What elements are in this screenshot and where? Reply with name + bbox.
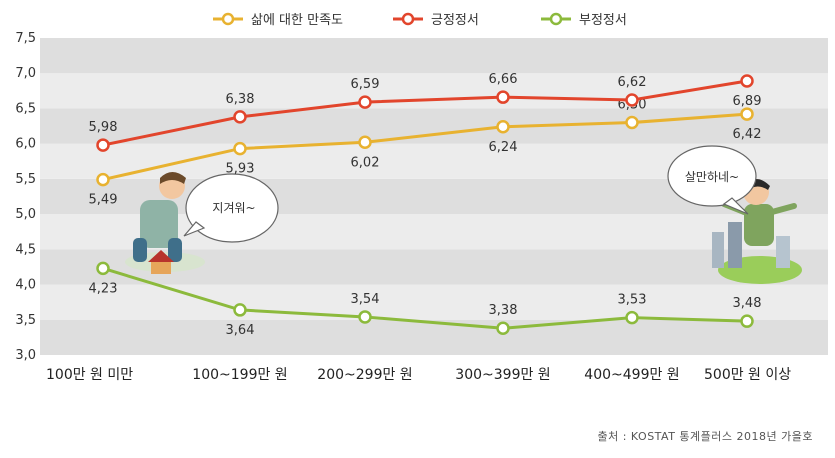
x-tick-label: 200~299만 원 [317, 367, 412, 383]
y-tick-label: 6,5 [15, 101, 36, 116]
happy-man-illustration [712, 179, 802, 284]
legend: 삶에 대한 만족도 긍정정서 부정정서 [213, 12, 627, 28]
speech-text-right: 살만하네~ [685, 170, 739, 184]
legend-label: 긍정정서 [431, 13, 479, 28]
series-line [102, 79, 748, 147]
legend-marker [401, 12, 415, 26]
data-label: 6,89 [733, 94, 762, 109]
y-tick-label: 7,5 [15, 31, 36, 46]
data-label: 6,62 [618, 75, 647, 90]
data-label: 6,66 [489, 72, 518, 87]
data-label: 5,49 [89, 193, 118, 208]
speech-bubble-left: 지겨워~ [183, 173, 279, 243]
x-axis: 100만 원 미만 100~199만 원 200~299만 원 300~399만 원 4… [46, 367, 791, 383]
data-label: 5,98 [89, 120, 118, 135]
y-axis: 3,0 3,5 4,0 4,5 5,0 5,5 6,0 6,5 7,0 7,5 [15, 31, 36, 363]
grid-band [40, 73, 828, 109]
source-note: 출처 : KOSTAT 통계플러스 2018년 가을호 [597, 430, 813, 443]
data-point [96, 172, 110, 187]
x-tick-label: 300~399만 원 [455, 367, 550, 383]
data-point [233, 110, 247, 124]
data-point [358, 310, 372, 324]
data-point [233, 303, 247, 317]
sad-man-illustration [125, 172, 205, 274]
y-tick-label: 6,0 [15, 137, 36, 152]
data-label: 6,24 [489, 140, 518, 155]
data-point [96, 138, 110, 152]
data-point [625, 115, 639, 130]
grid-band [40, 284, 828, 320]
y-tick-label: 3,0 [15, 348, 36, 363]
series-layer: 5,495,936,026,246,306,425,986,386,596,66… [89, 72, 762, 338]
data-label: 6,02 [351, 155, 380, 170]
series-line [102, 112, 748, 182]
x-tick-label: 400~499만 원 [584, 367, 679, 383]
y-tick-label: 4,5 [15, 242, 36, 257]
data-point [496, 321, 510, 335]
data-label: 5,93 [226, 162, 255, 177]
data-label: 4,23 [89, 281, 118, 296]
legend-label: 삶에 대한 만족도 [251, 13, 343, 28]
legend-label: 부정정서 [579, 13, 627, 28]
data-label: 3,64 [226, 323, 255, 338]
y-tick-label: 7,0 [15, 66, 36, 81]
speech-bubble-right: 살만하네~ [667, 145, 757, 215]
data-point [358, 95, 372, 109]
data-label: 3,48 [733, 296, 762, 311]
data-point [740, 314, 754, 328]
y-tick-label: 5,5 [15, 172, 36, 187]
data-point [358, 135, 372, 150]
y-tick-label: 3,5 [15, 313, 36, 328]
data-point [496, 90, 510, 104]
x-tick-label: 100만 원 미만 [46, 367, 133, 383]
grid-band [40, 108, 828, 144]
x-tick-label: 500만 원 이상 [704, 367, 791, 383]
data-point [740, 107, 754, 121]
series-line [102, 266, 748, 330]
grid-band [40, 38, 828, 74]
legend-marker [221, 12, 235, 26]
y-tick-label: 5,0 [15, 207, 36, 222]
data-label: 6,42 [733, 127, 762, 142]
data-label: 3,54 [351, 292, 380, 307]
data-label: 6,59 [351, 77, 380, 92]
data-point [625, 93, 639, 107]
data-point [740, 74, 754, 88]
grid-band [40, 319, 828, 355]
legend-marker [549, 12, 563, 26]
data-point [625, 310, 639, 325]
data-label: 6,38 [226, 92, 255, 107]
data-label: 3,53 [618, 293, 647, 308]
data-point [496, 120, 510, 134]
speech-text-left: 지겨워~ [212, 201, 255, 215]
data-label: 3,38 [489, 303, 518, 318]
y-tick-label: 4,0 [15, 278, 36, 293]
data-point [96, 261, 110, 276]
x-tick-label: 100~199만 원 [192, 367, 287, 383]
data-point [233, 141, 247, 156]
